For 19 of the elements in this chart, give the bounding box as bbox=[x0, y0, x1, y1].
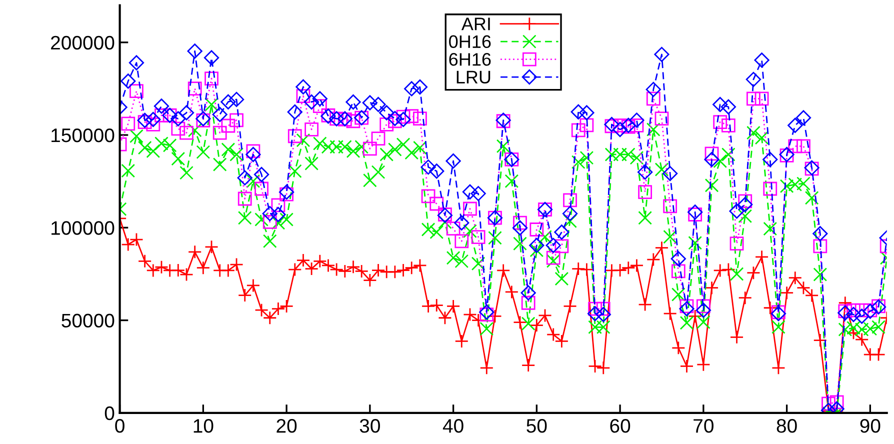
y-tick-label: 150000 bbox=[52, 128, 114, 142]
legend-label: 6H16 bbox=[449, 53, 491, 66]
x-tick-label: 80 bbox=[776, 418, 797, 433]
legend-label: ARI bbox=[461, 18, 490, 30]
y-tick-label: 0 bbox=[104, 406, 114, 420]
x-tick-label: 60 bbox=[610, 418, 630, 433]
x-tick-label: 0 bbox=[115, 418, 124, 433]
legend-label: LRU bbox=[456, 70, 490, 84]
y-tick-label: 50000 bbox=[62, 314, 114, 328]
x-tick-label: 40 bbox=[442, 418, 464, 433]
x-tick-label: 20 bbox=[276, 418, 297, 433]
y-tick-label: 100000 bbox=[52, 221, 114, 235]
x-tick-label: 70 bbox=[694, 418, 714, 433]
x-tick-label: 10 bbox=[194, 418, 214, 433]
x-tick-label: 30 bbox=[360, 418, 380, 433]
legend-label: 0H16 bbox=[449, 35, 491, 48]
x-tick-label: 50 bbox=[526, 418, 547, 433]
x-tick-label: 90 bbox=[860, 418, 880, 433]
y-tick-label: 200000 bbox=[51, 36, 114, 50]
